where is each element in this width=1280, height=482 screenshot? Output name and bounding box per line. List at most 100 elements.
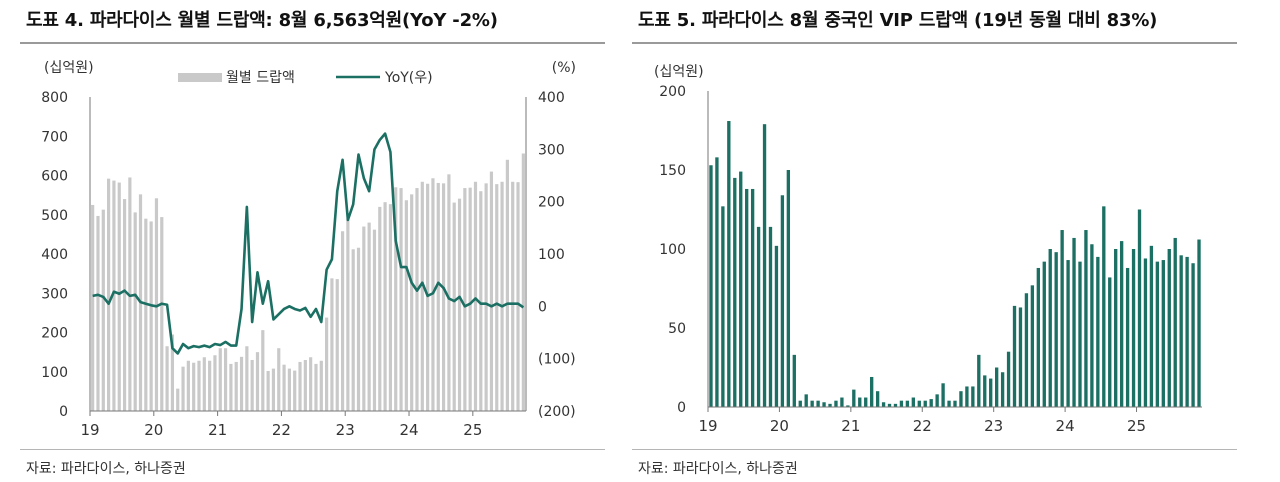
bar (367, 222, 371, 411)
bar (91, 204, 95, 411)
x-tick-label: 22 (913, 417, 932, 435)
bar (293, 370, 297, 411)
y-tick-left: 150 (659, 163, 686, 179)
y-tick-left: 200 (659, 84, 686, 100)
bar (319, 360, 323, 411)
legend-line-label: YoY(우) (384, 70, 433, 86)
bar (1024, 293, 1029, 407)
bar (447, 174, 451, 411)
bar (911, 397, 915, 407)
bar (792, 354, 796, 407)
bar (356, 247, 361, 411)
bar (410, 194, 414, 411)
bar (762, 124, 767, 408)
y-tick-left: 200 (41, 326, 68, 342)
bar (468, 187, 472, 411)
source-rule (632, 449, 1237, 450)
bar (786, 170, 791, 407)
bar (521, 153, 525, 411)
x-tick-label: 19 (698, 417, 717, 435)
bar (941, 383, 945, 407)
title-rule (20, 42, 605, 44)
y-tick-left: 600 (41, 169, 68, 185)
bar (893, 403, 898, 407)
bar (887, 403, 892, 407)
source-rule (20, 449, 605, 450)
bar (234, 361, 238, 411)
bar (495, 184, 499, 411)
bar (101, 209, 105, 411)
bar (745, 188, 749, 407)
x-tick-label: 20 (144, 421, 163, 439)
bar (394, 187, 398, 411)
bar (816, 400, 820, 407)
bar (266, 370, 270, 411)
bar (977, 354, 981, 407)
bar (983, 375, 987, 407)
bar (1191, 263, 1195, 407)
bar (154, 198, 159, 411)
bar (165, 346, 169, 411)
x-tick-label: 25 (1127, 417, 1146, 435)
bar (947, 400, 951, 407)
bar (1119, 241, 1124, 407)
bar (1042, 261, 1046, 407)
bar (971, 386, 975, 407)
bar (202, 357, 206, 411)
bar (733, 177, 737, 407)
bar (1090, 244, 1094, 407)
bar (378, 206, 382, 411)
bar (463, 188, 467, 411)
bar (846, 405, 850, 407)
bar (1137, 209, 1142, 407)
bar (1078, 261, 1082, 407)
bar (282, 364, 286, 411)
bar (1143, 258, 1148, 407)
bar (388, 204, 393, 411)
x-tick-label: 21 (208, 421, 227, 439)
bar (436, 182, 440, 411)
bar (346, 218, 350, 411)
bar (822, 402, 826, 407)
y-tick-left: 500 (41, 208, 68, 224)
y-tick-left: 300 (41, 286, 68, 302)
y-tick-left: 700 (41, 129, 68, 145)
bar (1167, 249, 1171, 407)
y-tick-right: 300 (538, 142, 565, 158)
bar (314, 363, 318, 411)
x-tick-label: 24 (399, 421, 418, 439)
bar (881, 402, 886, 407)
bar (1185, 256, 1189, 407)
x-tick-label: 21 (841, 417, 860, 435)
bar (383, 202, 387, 411)
bar (959, 391, 963, 407)
bar (170, 334, 175, 411)
bar (511, 181, 515, 411)
y-axis-unit-left: (십억원) (654, 64, 704, 80)
bar (929, 399, 933, 407)
bar (261, 330, 265, 411)
bar (870, 376, 874, 407)
bar (1114, 249, 1118, 407)
bar (117, 182, 121, 411)
bar (1054, 252, 1058, 407)
bar (1131, 249, 1136, 407)
bar (768, 226, 773, 407)
bar (330, 278, 334, 411)
bar (245, 346, 249, 411)
bar (905, 400, 910, 407)
bar (923, 400, 927, 407)
bar (340, 231, 345, 411)
y-tick-right: (100) (538, 352, 576, 368)
bar (1006, 351, 1011, 407)
bar (112, 180, 116, 411)
bar (351, 249, 355, 411)
x-tick-label: 20 (770, 417, 789, 435)
bar (218, 348, 222, 411)
bar (1102, 206, 1106, 407)
bar (271, 368, 276, 411)
bar (774, 245, 779, 407)
bar (1030, 285, 1035, 407)
bar (325, 317, 329, 411)
bar (739, 171, 743, 407)
